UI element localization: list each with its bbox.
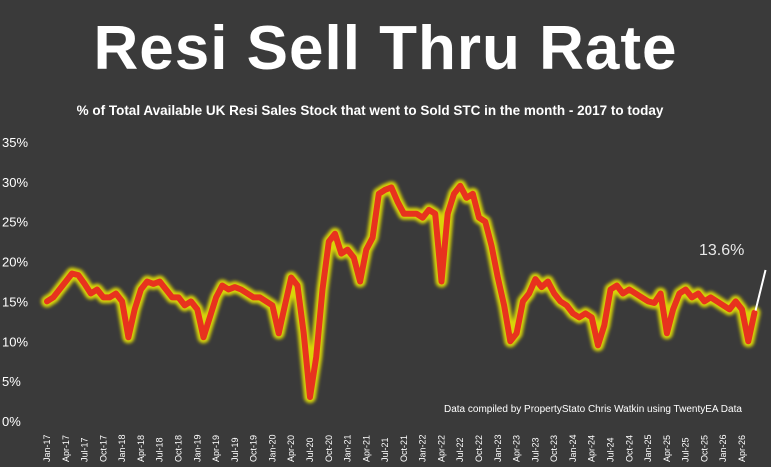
x-tick-label: Jan-18: [117, 434, 127, 462]
x-tick-label: Jan-21: [343, 434, 353, 462]
y-tick-label: 10%: [2, 334, 28, 349]
x-tick-label: Oct-22: [474, 435, 484, 462]
annotation-label: 13.6%: [699, 242, 744, 259]
x-tick-label: Jul-24: [606, 437, 616, 462]
x-tick-label: Apr-22: [436, 435, 446, 462]
x-tick-label: Apr-17: [61, 435, 71, 462]
x-tick-label: Jul-20: [305, 437, 315, 462]
x-tick-label: Jul-19: [230, 437, 240, 462]
x-tick-label: Jul-25: [681, 437, 691, 462]
x-tick-label: Oct-17: [98, 435, 108, 462]
x-tick-label: Jan-20: [267, 434, 277, 462]
x-tick-label: Oct-23: [549, 435, 559, 462]
x-tick-label: Oct-18: [173, 435, 183, 462]
x-tick-label: Jan-23: [493, 434, 503, 462]
y-tick-label: 5%: [2, 374, 21, 389]
x-tick-label: Oct-21: [399, 435, 409, 462]
x-tick-label: Apr-24: [587, 435, 597, 462]
annotation-pointer: [754, 269, 767, 311]
x-tick-label: Apr-21: [361, 435, 371, 462]
x-tick-label: Jul-18: [155, 437, 165, 462]
chart-title: Resi Sell Thru Rate: [93, 14, 678, 83]
x-tick-label: Oct-24: [624, 435, 634, 462]
x-tick-label: Oct-19: [249, 435, 259, 462]
x-tick-label: Apr-18: [136, 435, 146, 462]
x-tick-label: Jul-22: [455, 437, 465, 462]
series-glow: [41, 179, 761, 404]
series-line: [44, 182, 758, 401]
x-tick-label: Apr-20: [286, 435, 296, 462]
x-tick-label: Apr-19: [211, 435, 221, 462]
x-tick-label: Jul-23: [530, 437, 540, 462]
x-tick-label: Jan-24: [568, 434, 578, 462]
x-tick-label: Jan-22: [418, 434, 428, 462]
x-tick-label: Jul-17: [80, 437, 90, 462]
x-tick-label: Jul-21: [380, 437, 390, 462]
x-tick-label: Apr-25: [662, 435, 672, 462]
y-tick-label: 25%: [2, 215, 28, 230]
x-tick-label: Jan-26: [718, 434, 728, 462]
y-tick-label: 20%: [2, 255, 28, 270]
chart-subtitle: % of Total Available UK Resi Sales Stock…: [76, 103, 664, 118]
x-tick-label: Oct-25: [699, 435, 709, 462]
x-tick-label: Jan-17: [42, 434, 52, 462]
x-tick-label: Jan-25: [643, 434, 653, 462]
x-tick-label: Oct-20: [324, 435, 334, 462]
x-tick-label: Apr-26: [737, 435, 747, 462]
x-tick-label: Apr-23: [512, 435, 522, 462]
y-tick-label: 35%: [2, 135, 28, 150]
data-credit: Data compiled by PropertyStato Chris Wat…: [444, 404, 742, 415]
y-tick-label: 0%: [2, 414, 21, 429]
y-tick-label: 30%: [2, 175, 28, 190]
y-tick-label: 15%: [2, 294, 28, 309]
x-tick-label: Jan-19: [192, 434, 202, 462]
